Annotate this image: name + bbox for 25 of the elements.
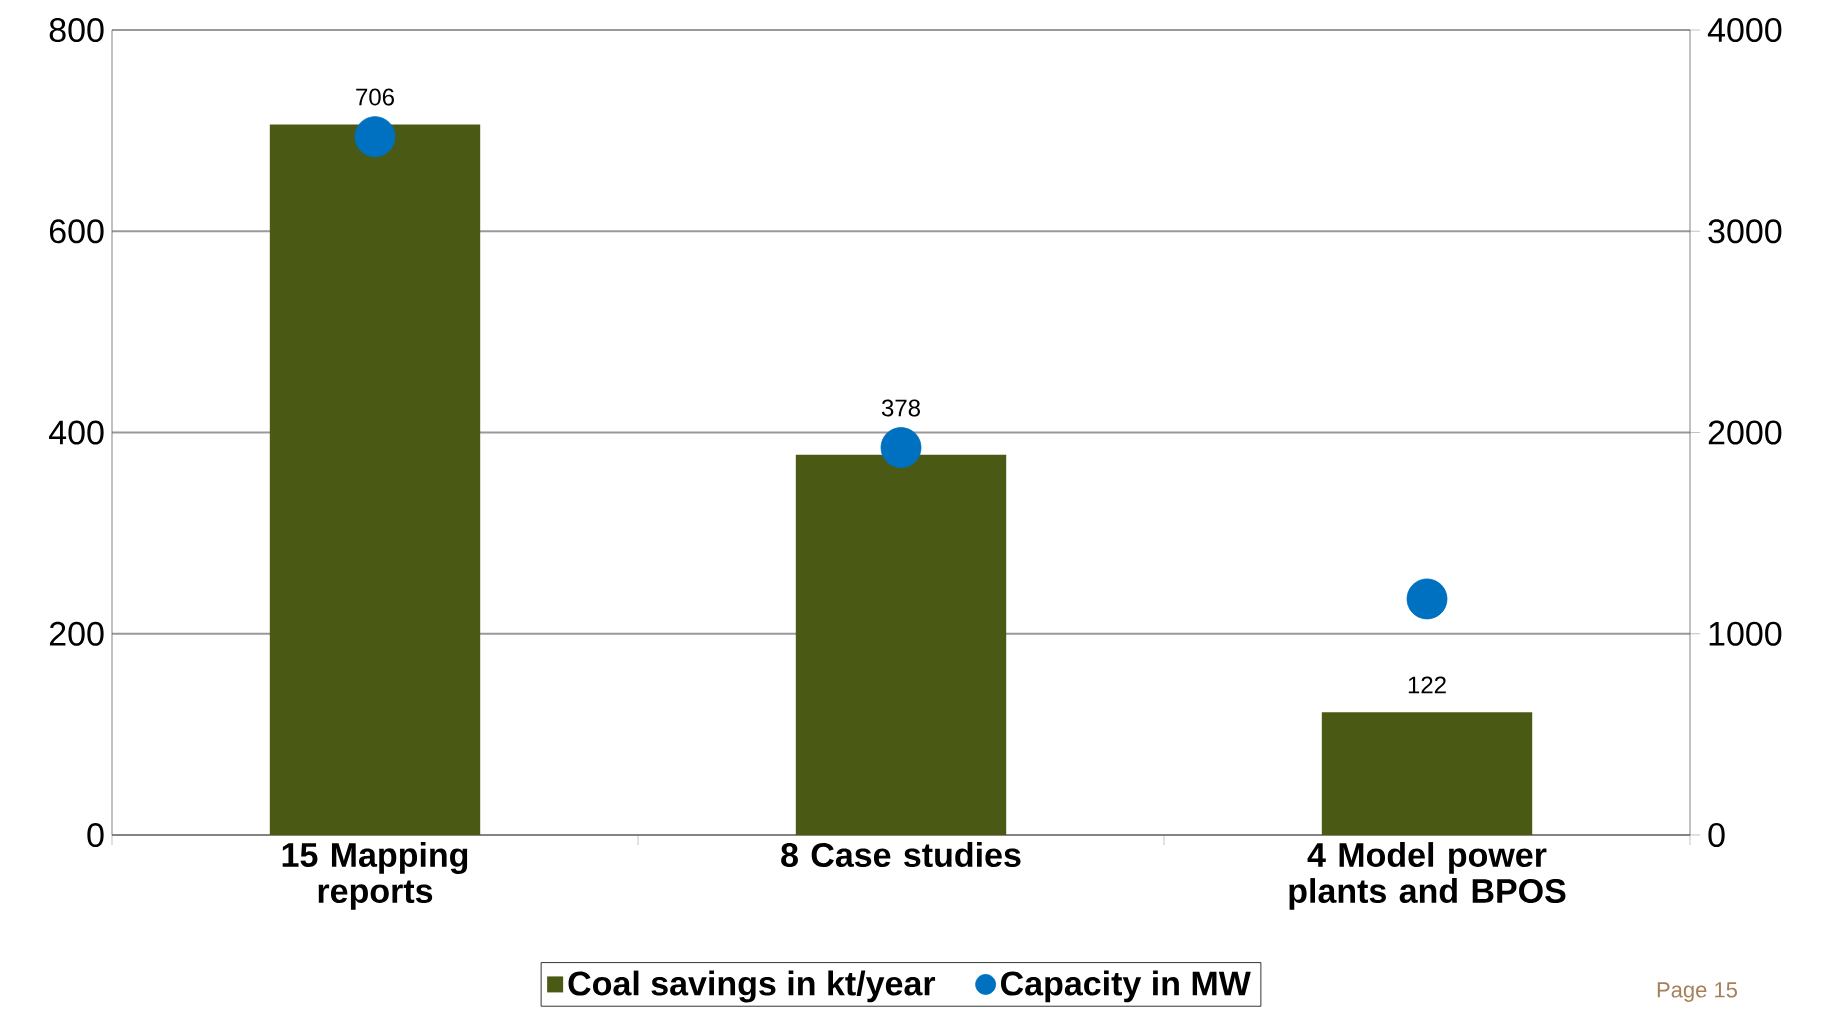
y2-tick-label: 1000 [1709, 621, 1782, 646]
x-tick-label: 4 Model power plants and BPOS [1289, 842, 1566, 910]
data-label: 122 [1408, 676, 1446, 694]
data-label: 378 [881, 399, 920, 417]
x-tick-label: 8 Case studies [781, 842, 1021, 868]
text: Page 15 [1657, 982, 1737, 1002]
y-tick-label: 200 [49, 621, 104, 646]
y-tick-label: 800 [49, 17, 104, 43]
y2-tick-label: 0 [1708, 822, 1725, 848]
y2-tick-label: 4000 [1707, 17, 1782, 43]
point [1406, 578, 1448, 620]
bar [269, 124, 481, 835]
y-tick-label: 400 [49, 420, 104, 445]
data-label: 706 [356, 88, 394, 106]
y-tick-label: 600 [49, 219, 104, 244]
bar [795, 454, 1007, 835]
y-tick-label: 0 [87, 822, 104, 848]
bar [1321, 712, 1533, 835]
point [354, 116, 396, 158]
point [880, 427, 922, 468]
legend-label: Capacity in MW [1001, 970, 1251, 1003]
legend-label: Coal savings in kt/year [568, 970, 936, 1003]
y2-tick-label: 3000 [1708, 219, 1782, 244]
x-tick-label: 15 Mapping reports [282, 842, 468, 910]
y2-tick-label: 2000 [1708, 420, 1782, 445]
